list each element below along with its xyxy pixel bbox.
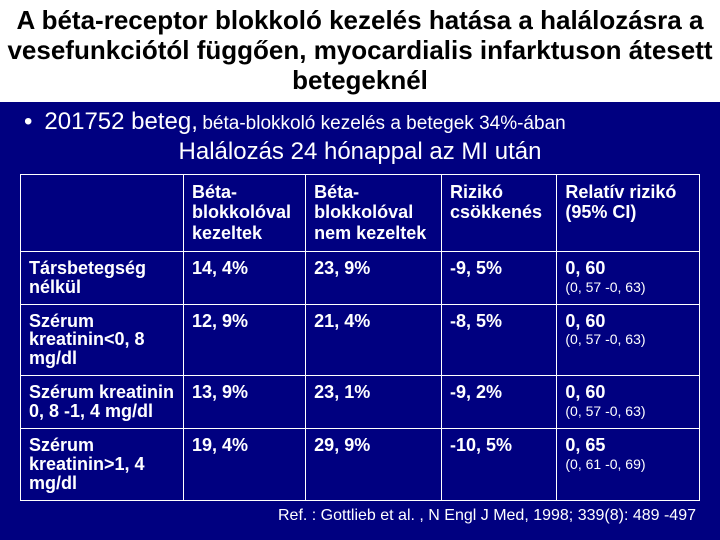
row-label: Szérum kreatinin>1, 4 mg/dl [21,428,184,500]
row-rr-ci: (0, 57 -0, 63) [565,332,691,347]
bullet-main: 201752 beteg, [44,108,197,135]
header-rr-b: (95% CI) [565,202,636,222]
header-reduction: Rizikó csökkenés [441,174,556,251]
row-rr-ci: (0, 57 -0, 63) [565,280,691,295]
mortality-table: Béta-blokkolóval kezeltek Béta-blokkolóv… [20,174,700,501]
header-untreated: Béta-blokkolóval nem kezeltek [306,174,442,251]
row-reduction: -8, 5% [441,304,556,376]
row-rr: 0, 60 (0, 57 -0, 63) [557,376,700,429]
bullet-line: • 201752 beteg, béta-blokkoló kezelés a … [20,108,700,136]
slide: A béta-receptor blokkoló kezelés hatása … [0,0,720,540]
header-rr-a: Relatív rizikó [565,182,676,202]
row-treated: 14, 4% [183,251,305,304]
table-row: Szérum kreatinin>1, 4 mg/dl 19, 4% 29, 9… [21,428,700,500]
row-rr-val: 0, 60 [565,258,605,278]
row-treated: 19, 4% [183,428,305,500]
row-untreated: 23, 9% [306,251,442,304]
table-row: Szérum kreatinin 0, 8 -1, 4 mg/dl 13, 9%… [21,376,700,429]
header-treated: Béta-blokkolóval kezeltek [183,174,305,251]
bullet-sub: béta-blokkoló kezelés a betegek 34%-ában [202,113,565,134]
page-title: A béta-receptor blokkoló kezelés hatása … [0,0,720,102]
row-treated: 12, 9% [183,304,305,376]
table-header-row: Béta-blokkolóval kezeltek Béta-blokkolóv… [21,174,700,251]
row-rr-val: 0, 60 [565,311,605,331]
row-untreated: 29, 9% [306,428,442,500]
reference: Ref. : Gottlieb et al. , N Engl J Med, 1… [20,507,700,525]
row-reduction: -10, 5% [441,428,556,500]
bullet-dot: • [24,108,32,136]
header-empty [21,174,184,251]
subtitle: Halálozás 24 hónappal az MI után [20,138,700,166]
row-untreated: 23, 1% [306,376,442,429]
bullet-text: 201752 beteg, béta-blokkoló kezelés a be… [44,108,565,136]
header-rr: Relatív rizikó (95% CI) [557,174,700,251]
table-row: Szérum kreatinin<0, 8 mg/dl 12, 9% 21, 4… [21,304,700,376]
row-label: Társbetegség nélkül [21,251,184,304]
row-treated: 13, 9% [183,376,305,429]
row-rr: 0, 60 (0, 57 -0, 63) [557,251,700,304]
row-label: Szérum kreatinin<0, 8 mg/dl [21,304,184,376]
row-rr-val: 0, 65 [565,435,605,455]
row-label: Szérum kreatinin 0, 8 -1, 4 mg/dl [21,376,184,429]
row-reduction: -9, 2% [441,376,556,429]
row-rr: 0, 60 (0, 57 -0, 63) [557,304,700,376]
row-untreated: 21, 4% [306,304,442,376]
table-row: Társbetegség nélkül 14, 4% 23, 9% -9, 5%… [21,251,700,304]
row-reduction: -9, 5% [441,251,556,304]
row-rr: 0, 65 (0, 61 -0, 69) [557,428,700,500]
row-rr-ci: (0, 57 -0, 63) [565,404,691,419]
row-rr-val: 0, 60 [565,382,605,402]
row-rr-ci: (0, 61 -0, 69) [565,457,691,472]
